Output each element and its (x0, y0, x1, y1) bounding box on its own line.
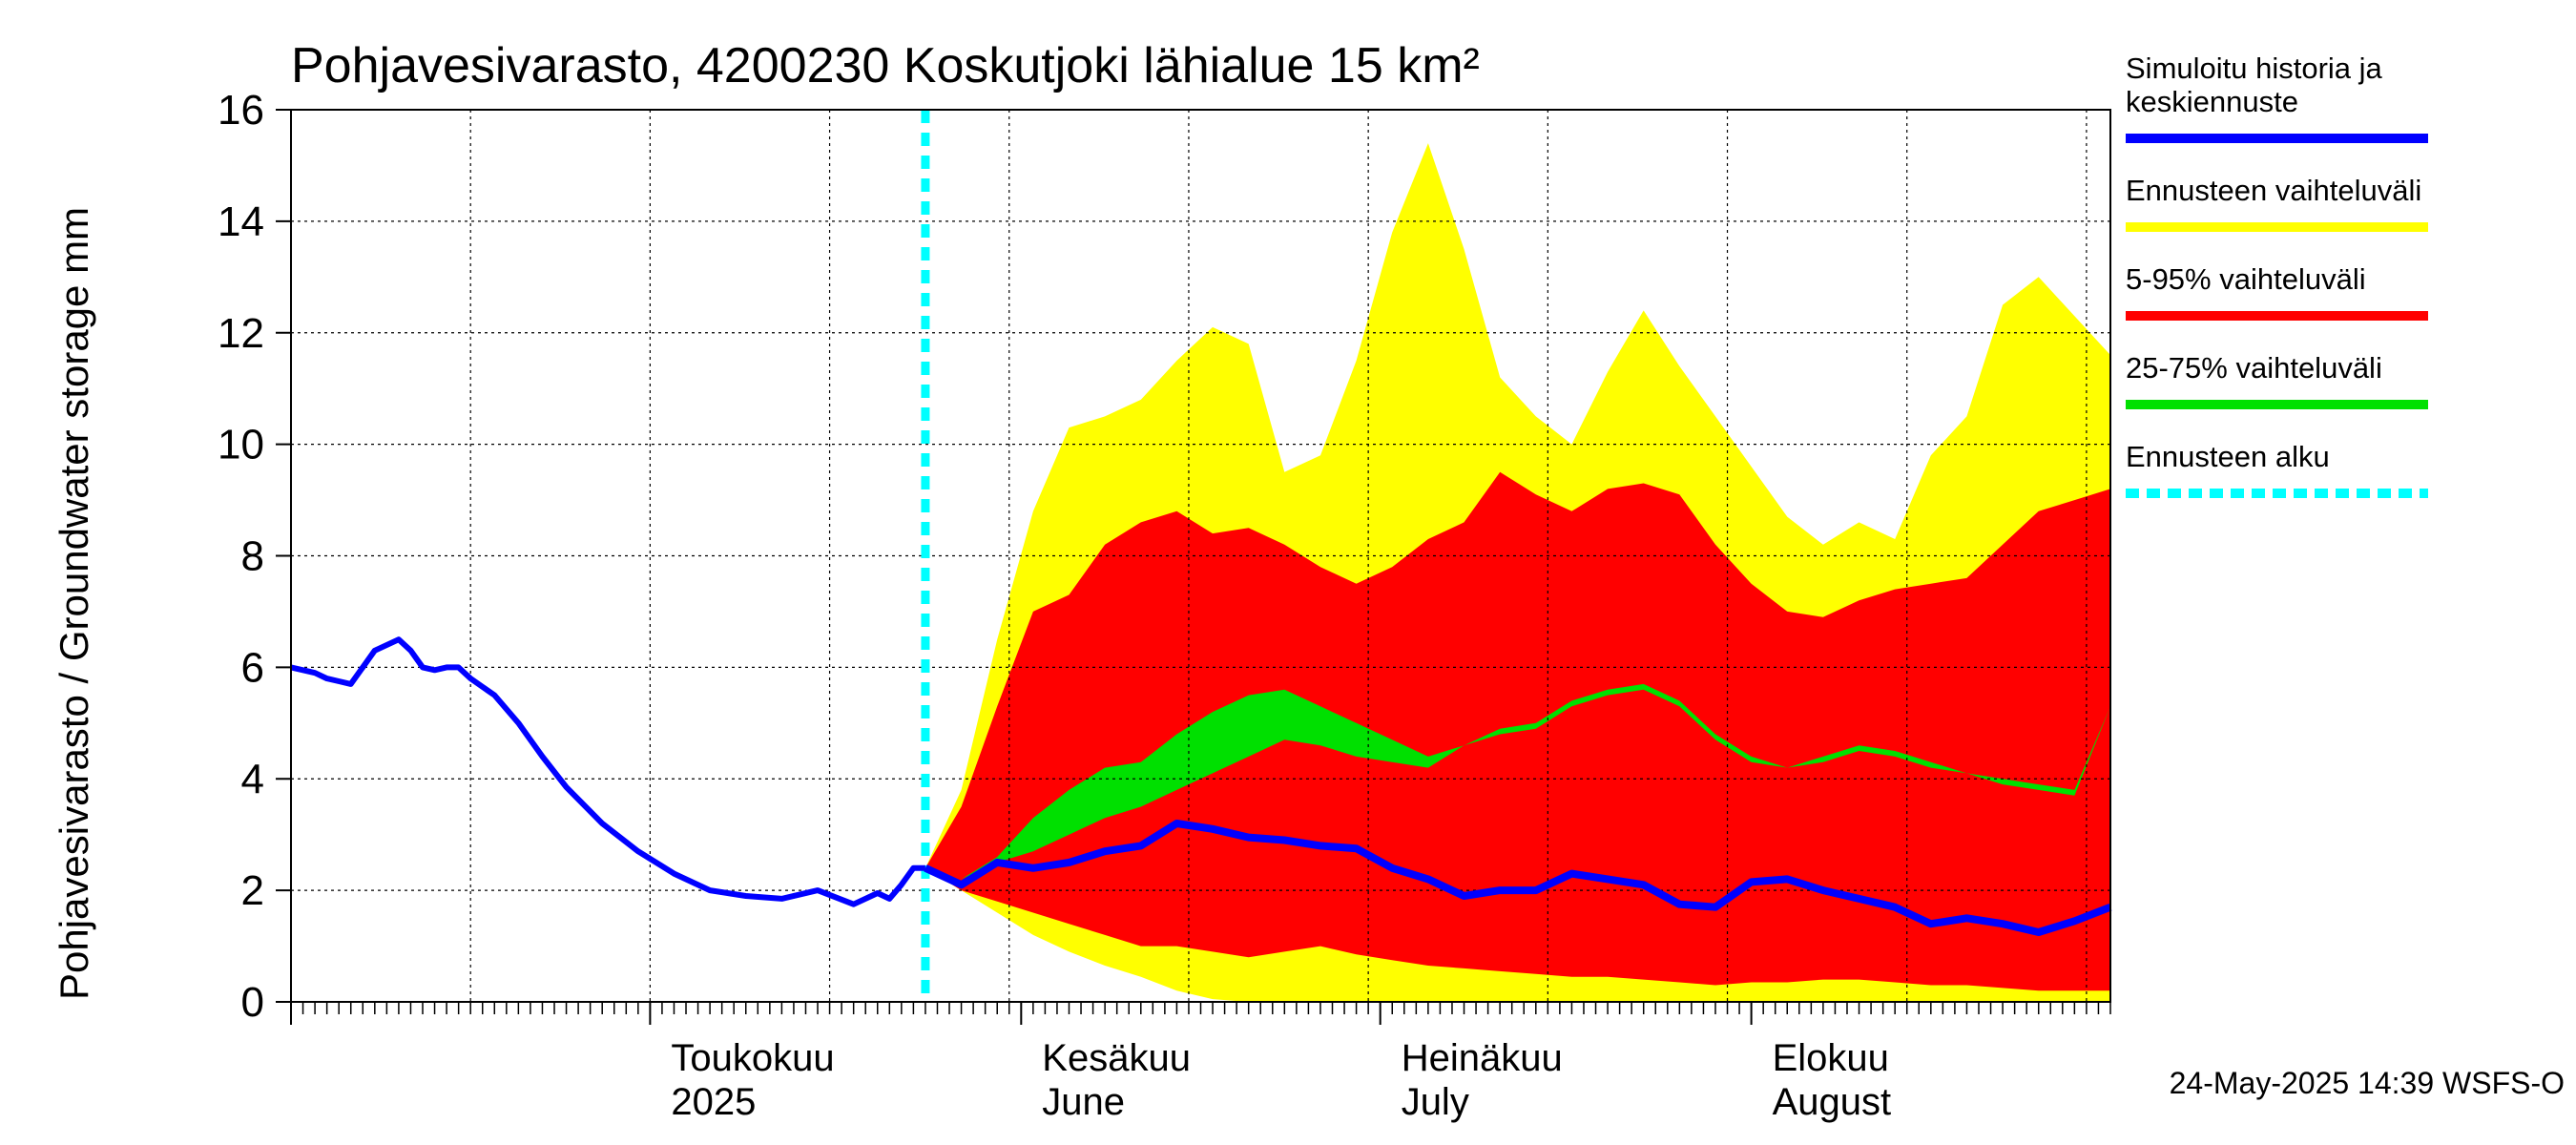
month-label: Toukokuu (671, 1037, 834, 1079)
y-tick-label: 14 (218, 198, 264, 245)
grid-lines (291, 110, 2110, 1002)
legend-label: 25-75% vaihteluväli (2126, 351, 2382, 385)
y-tick-label: 8 (241, 533, 264, 580)
month-label: Elokuu (1773, 1037, 1889, 1079)
y-tick-label: 10 (218, 422, 264, 468)
month-label-en: June (1042, 1081, 1125, 1123)
chart-title: Pohjavesivarasto, 4200230 Koskutjoki läh… (291, 38, 1480, 94)
legend-label: keskiennuste (2126, 85, 2298, 118)
y-tick-label: 2 (241, 867, 264, 914)
month-label: Kesäkuu (1042, 1037, 1191, 1079)
y-tick-label: 4 (241, 756, 264, 802)
footer-timestamp: 24-May-2025 14:39 WSFS-O (2170, 1066, 2565, 1100)
history-line (290, 636, 925, 907)
legend-label: 5-95% vaihteluväli (2126, 262, 2366, 296)
month-label-en: 2025 (671, 1081, 756, 1123)
y-tick-label: 0 (241, 979, 264, 1026)
series-lines (290, 110, 2112, 1002)
x-tick-marks (290, 1002, 2111, 1025)
y-tick-label: 16 (218, 87, 264, 134)
y-tick-label: 6 (241, 644, 264, 691)
y-tick-labels: 0 2 4 6 8 10 12 14 16 (218, 87, 291, 1026)
forecast-mean-line (924, 820, 2112, 936)
legend-label: Ennusteen vaihteluväli (2126, 174, 2421, 207)
band-25-75 (924, 683, 2110, 880)
month-label-en: August (1773, 1081, 1892, 1123)
month-label-en: July (1402, 1081, 1469, 1123)
y-tick-label: 12 (218, 310, 264, 357)
legend-label: Simuloitu historia ja (2126, 52, 2383, 85)
y-axis-label: Pohjavesivarasto / Groundwater storage m… (52, 207, 96, 1000)
legend-label: Ennusteen alku (2126, 440, 2330, 473)
month-label: Heinäkuu (1402, 1037, 1563, 1079)
forecast-bands (924, 143, 2110, 1003)
